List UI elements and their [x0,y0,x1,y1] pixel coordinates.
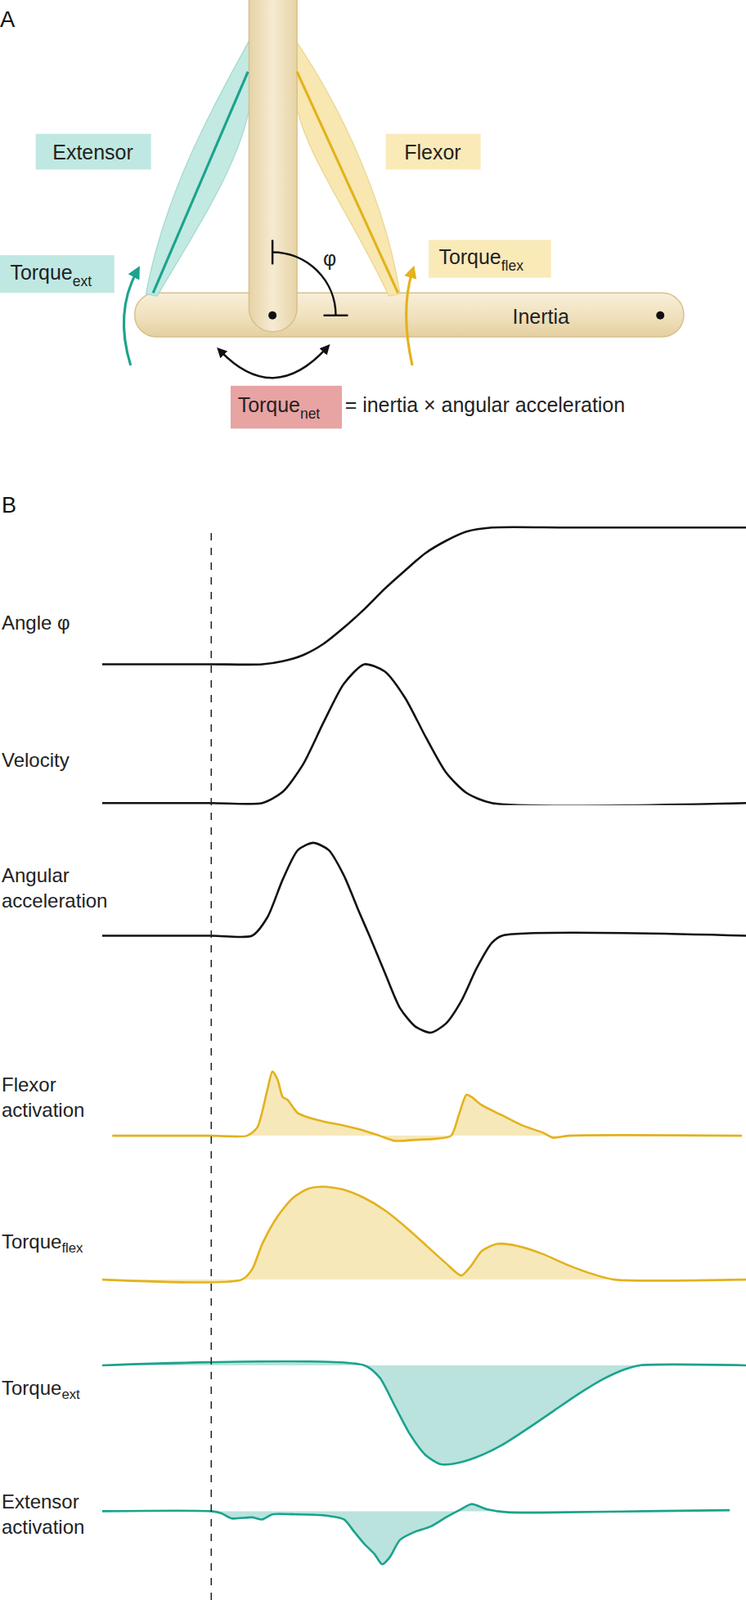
svg-text:Velocity: Velocity [1,749,70,772]
svg-text:Extensoractivation: Extensoractivation [1,1491,85,1539]
svg-text:Torqueext: Torqueext [9,260,92,289]
svg-text:Flexoractivation: Flexoractivation [1,1074,85,1122]
svg-text:Angularacceleration: Angularacceleration [1,864,108,913]
svg-text:Torque​ext​: Torque​ext​ [1,1377,81,1403]
svg-text:A: A [0,6,16,32]
svg-text:Angle φ: Angle φ [1,611,71,634]
svg-text:Inertia: Inertia [512,305,570,329]
svg-text:Torquenet: Torquenet [238,393,321,422]
svg-text:φ: φ [323,247,337,270]
svg-text:Torque​flex​: Torque​flex​ [1,1231,84,1257]
svg-text:Torqueflex: Torqueflex [438,245,524,274]
svg-text:B: B [1,493,17,518]
svg-text:Extensor: Extensor [52,140,133,164]
svg-text:Flexor: Flexor [404,140,461,164]
svg-text:= inertia × angular accelerati: = inertia × angular acceleration [345,393,625,417]
